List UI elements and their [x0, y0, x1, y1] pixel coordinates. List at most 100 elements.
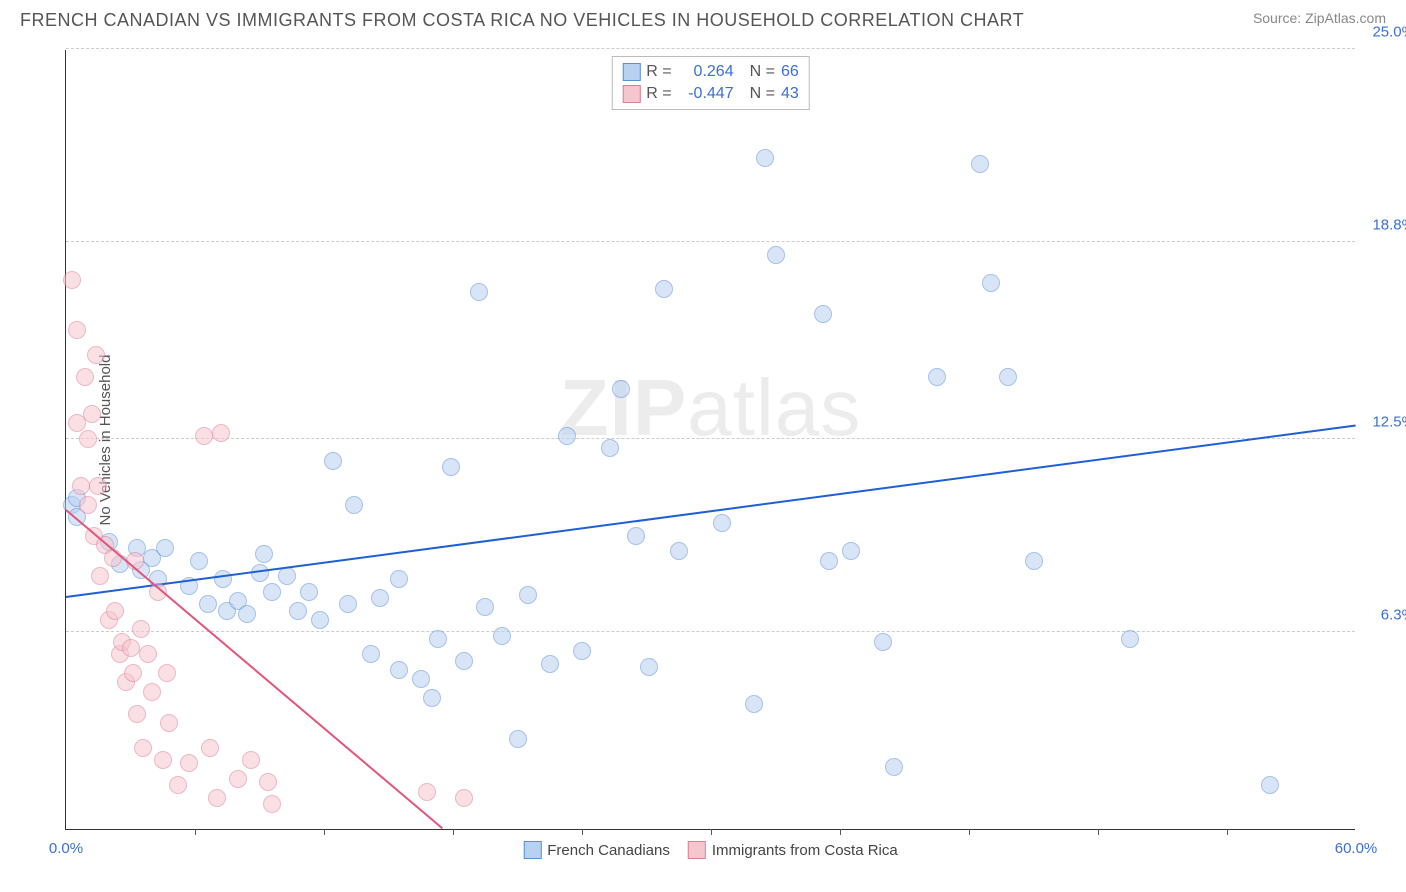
data-point [311, 611, 329, 629]
data-point [928, 368, 946, 386]
source-label: Source: ZipAtlas.com [1253, 10, 1386, 26]
data-point [87, 346, 105, 364]
data-point [156, 539, 174, 557]
data-point [601, 439, 619, 457]
data-point [390, 570, 408, 588]
data-point [412, 670, 430, 688]
data-point [63, 271, 81, 289]
chart-title: FRENCH CANADIAN VS IMMIGRANTS FROM COSTA… [20, 10, 1024, 31]
data-point [713, 514, 731, 532]
data-point [339, 595, 357, 613]
data-point [199, 595, 217, 613]
x-tick [453, 829, 454, 835]
x-tick-label: 60.0% [1335, 840, 1378, 857]
data-point [455, 652, 473, 670]
data-point [208, 789, 226, 807]
plot-area: ZIPatlas R =0.264N =66R =-0.447N =43 Fre… [65, 50, 1355, 830]
r-label: R = [646, 85, 671, 103]
data-point [289, 602, 307, 620]
n-value: 66 [781, 63, 799, 81]
series-legend: French Canadians Immigrants from Costa Ri… [523, 841, 897, 859]
data-point [429, 630, 447, 648]
data-point [263, 795, 281, 813]
x-tick [582, 829, 583, 835]
data-point [124, 664, 142, 682]
data-point [169, 776, 187, 794]
legend-swatch [622, 63, 640, 81]
data-point [573, 642, 591, 660]
data-point [874, 633, 892, 651]
data-point [999, 368, 1017, 386]
n-label: N = [750, 63, 775, 81]
data-point [83, 405, 101, 423]
data-point [885, 758, 903, 776]
data-point [745, 695, 763, 713]
data-point [670, 542, 688, 560]
x-tick [711, 829, 712, 835]
n-value: 43 [781, 85, 799, 103]
y-tick-label: 12.5% [1372, 414, 1406, 431]
data-point [982, 274, 1000, 292]
legend-swatch [622, 85, 640, 103]
x-tick [195, 829, 196, 835]
data-point [541, 655, 559, 673]
data-point [79, 496, 97, 514]
data-point [106, 602, 124, 620]
data-point [1261, 776, 1279, 794]
data-point [820, 552, 838, 570]
data-point [423, 689, 441, 707]
data-point [756, 149, 774, 167]
data-point [842, 542, 860, 560]
legend-label: Immigrants from Costa Rica [712, 842, 898, 859]
x-tick [1098, 829, 1099, 835]
data-point [278, 567, 296, 585]
legend-swatch [688, 841, 706, 859]
gridline-h [66, 631, 1355, 632]
x-tick-label: 0.0% [49, 840, 83, 857]
r-value: -0.447 [678, 85, 734, 103]
data-point [442, 458, 460, 476]
r-value: 0.264 [678, 63, 734, 81]
data-point [180, 754, 198, 772]
chart-container: No Vehicles in Household ZIPatlas R =0.2… [50, 50, 1380, 830]
data-point [229, 770, 247, 788]
legend-item: French Canadians [523, 841, 670, 859]
data-point [238, 605, 256, 623]
data-point [154, 751, 172, 769]
data-point [242, 751, 260, 769]
gridline-h [66, 438, 1355, 439]
data-point [143, 683, 161, 701]
data-point [132, 620, 150, 638]
data-point [76, 368, 94, 386]
data-point [390, 661, 408, 679]
legend-row: R =0.264N =66 [622, 61, 798, 83]
data-point [68, 321, 86, 339]
data-point [418, 783, 436, 801]
data-point [263, 583, 281, 601]
data-point [128, 705, 146, 723]
x-tick [969, 829, 970, 835]
y-tick-label: 6.3% [1381, 607, 1406, 624]
data-point [470, 283, 488, 301]
data-point [214, 570, 232, 588]
data-point [612, 380, 630, 398]
data-point [139, 645, 157, 663]
data-point [519, 586, 537, 604]
y-tick-label: 25.0% [1372, 24, 1406, 41]
data-point [640, 658, 658, 676]
data-point [1121, 630, 1139, 648]
data-point [345, 496, 363, 514]
data-point [300, 583, 318, 601]
data-point [259, 773, 277, 791]
gridline-h [66, 241, 1355, 242]
data-point [134, 739, 152, 757]
x-tick [1227, 829, 1228, 835]
data-point [767, 246, 785, 264]
y-tick-label: 18.8% [1372, 217, 1406, 234]
data-point [91, 567, 109, 585]
correlation-legend: R =0.264N =66R =-0.447N =43 [611, 56, 809, 110]
data-point [255, 545, 273, 563]
data-point [493, 627, 511, 645]
trend-line [66, 425, 1356, 599]
data-point [160, 714, 178, 732]
